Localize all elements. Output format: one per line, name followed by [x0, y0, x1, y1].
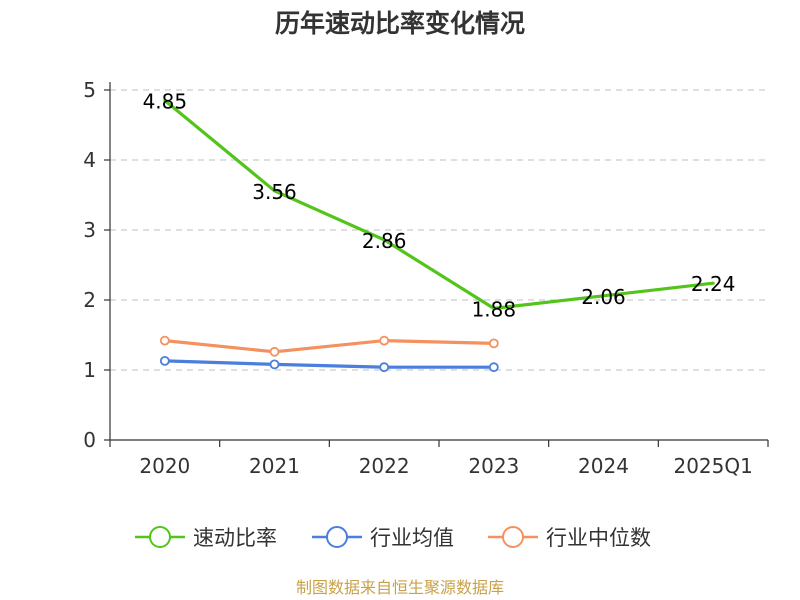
data-labels: 4.85 3.56 2.86 1.88 2.06 2.24	[143, 90, 736, 322]
data-label: 2.86	[362, 229, 407, 253]
legend-item[interactable]: 行业均值	[312, 526, 454, 550]
data-label: 4.85	[143, 90, 188, 114]
legend-label: 速动比率	[193, 526, 277, 550]
legend-marker	[502, 526, 524, 548]
data-label: 3.56	[252, 180, 297, 204]
series-line	[163, 359, 496, 369]
legend[interactable]: 速动比率 行业均值 行业中位数	[135, 526, 651, 550]
data-point	[488, 362, 499, 373]
chart-title: 历年速动比率变化情况	[275, 9, 525, 38]
data-label: 2.24	[691, 272, 736, 296]
legend-item[interactable]: 速动比率	[135, 526, 277, 550]
data-point	[379, 335, 390, 346]
data-point	[159, 355, 170, 366]
source-note: 制图数据来自恒生聚源数据库	[296, 578, 504, 597]
data-label: 2.06	[581, 285, 626, 309]
y-tick-label: 1	[83, 358, 96, 382]
legend-label: 行业中位数	[546, 526, 651, 550]
data-point	[269, 346, 280, 357]
legend-label: 行业均值	[370, 526, 454, 550]
y-tick-label: 5	[83, 78, 96, 102]
x-tick-label: 2021	[249, 454, 300, 478]
legend-item[interactable]: 行业中位数	[488, 526, 651, 550]
legend-marker	[326, 526, 348, 548]
y-tick-label: 3	[83, 218, 96, 242]
x-tick-label: 2025Q1	[673, 454, 752, 478]
gridlines	[110, 89, 768, 371]
x-tick-label: 2024	[578, 454, 629, 478]
x-tick-label: 2023	[468, 454, 519, 478]
legend-marker	[149, 526, 171, 548]
x-tick-label: 2020	[139, 454, 190, 478]
series-line	[163, 98, 715, 310]
data-point	[269, 359, 280, 370]
y-tick-label: 4	[83, 148, 96, 172]
x-tick-label: 2022	[359, 454, 410, 478]
series-layer	[159, 98, 715, 373]
data-label: 1.88	[472, 297, 517, 321]
series-line	[163, 339, 496, 354]
axes: 0 1 2 3 4 5 2020 2021 2022 2023 2024 2025Q1	[83, 78, 769, 478]
y-tick-label: 2	[83, 288, 96, 312]
y-tick-label: 0	[83, 428, 96, 452]
data-point	[488, 338, 499, 349]
data-point	[379, 362, 390, 373]
data-point	[159, 335, 170, 346]
